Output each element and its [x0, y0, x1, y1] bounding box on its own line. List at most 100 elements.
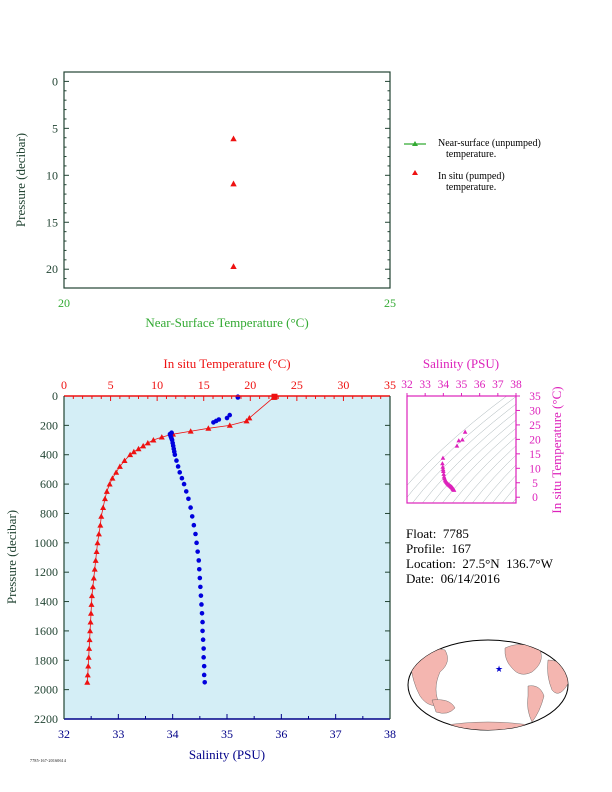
ts-point [462, 429, 468, 434]
salinity-point [195, 549, 200, 554]
temperature-point [116, 463, 123, 469]
ts-x-axis-label: Salinity (PSU) [423, 356, 499, 371]
main-panel: 0200400600800100012001400160018002000220… [4, 356, 396, 762]
legend-label-line2: temperature. [446, 182, 497, 193]
temperature-point [135, 445, 142, 452]
temperature-point [106, 481, 113, 487]
salinity-point [202, 679, 208, 685]
temperature-point [85, 654, 92, 660]
salinity-axis-label: Salinity (PSU) [189, 747, 265, 762]
salinity-point [200, 637, 206, 643]
temperature-point [103, 488, 110, 494]
legend-label: In situ (pumped) [438, 171, 505, 182]
temperature-point [93, 548, 100, 555]
temperature-point [84, 679, 91, 685]
ts-y-ticks: 0 5 10 15 20 25 30 35 [516, 391, 541, 504]
ts-density-contour [502, 486, 516, 503]
ts-point [441, 468, 446, 474]
ts-density-contours [407, 393, 612, 503]
salinity-point [201, 655, 206, 660]
salinity-point [199, 602, 204, 607]
top-y-ticks: 0 5 10 15 20 [46, 74, 390, 289]
map-australia-land [431, 699, 456, 714]
salinity-point [189, 514, 195, 519]
salinity-point [201, 646, 206, 651]
profile-date: Date: 06/14/2016 [406, 571, 500, 586]
ts-y-axis-label: In situ Temperature (°C) [549, 386, 564, 513]
ts-y-tick-label: 25 [529, 420, 541, 432]
temperature-point [85, 663, 92, 669]
salinity-tick-label: 33 [112, 727, 124, 741]
temperature-point [84, 671, 91, 678]
ts-density-contour [482, 464, 516, 503]
temperature-point [89, 583, 96, 590]
ts-density-contour [452, 436, 516, 503]
main-y-tick-label: 2000 [34, 683, 58, 697]
ts-density-contour [472, 454, 516, 503]
ts-y-tick-label: 10 [529, 463, 541, 475]
ts-point [440, 455, 446, 460]
temperature-point [86, 645, 93, 651]
ts-y-tick-label: 0 [532, 492, 538, 504]
float-location-star-icon: ★ [495, 664, 503, 674]
salinity-tick-label: 38 [384, 727, 396, 741]
top-plot-frame [63, 71, 391, 289]
legend-green-triangle-icon [412, 141, 418, 146]
salinity-tick-label: 36 [275, 727, 287, 741]
ts-y-tick-label: 15 [529, 449, 541, 461]
salinity-point [197, 575, 203, 581]
footer-id-text: 7785-167-20160614 [30, 758, 67, 763]
main-plot-background [64, 396, 390, 719]
salinity-point [191, 522, 197, 528]
temperature-point [87, 627, 94, 634]
top-temperature-point [230, 263, 237, 269]
temperature-point [144, 439, 151, 446]
main-y-tick-label: 1600 [34, 624, 58, 638]
main-y-tick-label: 1200 [34, 565, 58, 579]
temperature-tick-label: 10 [151, 378, 163, 392]
temperature-point [95, 531, 102, 537]
ts-point [440, 464, 446, 469]
temperature-profile-points [84, 393, 278, 685]
top-x-ticks: 20 25 [58, 296, 396, 310]
ts-y-tick-label: 5 [532, 478, 538, 490]
temperature-point [92, 557, 99, 563]
ts-density-contour [407, 396, 508, 486]
profile-number: Profile: 167 [406, 541, 471, 556]
main-y-tick-label: 1000 [34, 536, 58, 550]
top-y-tick-label: 20 [46, 262, 58, 276]
temperature-tick-label: 25 [291, 378, 303, 392]
ts-point [451, 487, 457, 492]
temperature-tick-label: 30 [337, 378, 349, 392]
ts-density-contour [532, 393, 612, 503]
top-y-tick-label: 0 [52, 74, 58, 88]
main-y-tick-label: 0 [52, 389, 58, 403]
top-x-axis-label: Near-Surface Temperature (°C) [145, 315, 308, 330]
salinity-point [196, 558, 202, 563]
temperature-point [113, 469, 120, 475]
top-y-tick-label: 15 [46, 215, 58, 229]
top-temperature-point [230, 180, 237, 187]
temperature-point [205, 425, 212, 431]
temperature-point [88, 610, 95, 616]
salinity-point [200, 628, 205, 634]
salinity-point [211, 420, 216, 425]
world-map: ★ [407, 639, 569, 731]
main-y-tick-label: 600 [40, 477, 58, 491]
top-y-tick-label: 5 [52, 121, 58, 135]
salinity-tick-label: 34 [167, 727, 179, 741]
ts-points [440, 429, 468, 492]
ts-y-tick-label: 30 [529, 405, 541, 417]
ts-x-tick-label: 35 [456, 379, 468, 391]
salinity-point [198, 584, 203, 590]
top-x-tick-label: 25 [384, 296, 396, 310]
ts-x-tick-label: 37 [492, 379, 504, 391]
salinity-point [198, 593, 204, 598]
temperature-point [91, 566, 98, 572]
temperature-point [86, 636, 93, 643]
temperature-tick-label: 5 [108, 378, 114, 392]
temperature-point [98, 513, 105, 519]
temperature-tick-label: 15 [198, 378, 210, 392]
ts-x-tick-label: 33 [419, 379, 431, 391]
